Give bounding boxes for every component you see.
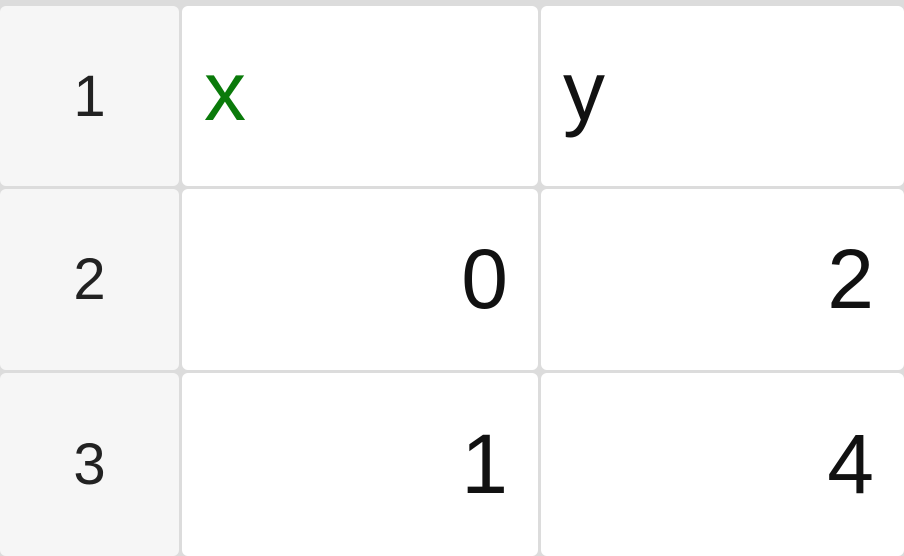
cell-c3[interactable]: 4 bbox=[541, 373, 904, 556]
cell-c2[interactable]: 2 bbox=[541, 189, 904, 370]
row-header-1[interactable]: 1 bbox=[0, 6, 179, 186]
cell-b2[interactable]: 0 bbox=[182, 189, 538, 370]
cell-c1[interactable]: y bbox=[541, 6, 904, 186]
cell-b3[interactable]: 1 bbox=[182, 373, 538, 556]
row-header-3[interactable]: 3 bbox=[0, 373, 179, 556]
cell-b1[interactable]: x bbox=[182, 6, 538, 186]
row-header-2[interactable]: 2 bbox=[0, 189, 179, 370]
